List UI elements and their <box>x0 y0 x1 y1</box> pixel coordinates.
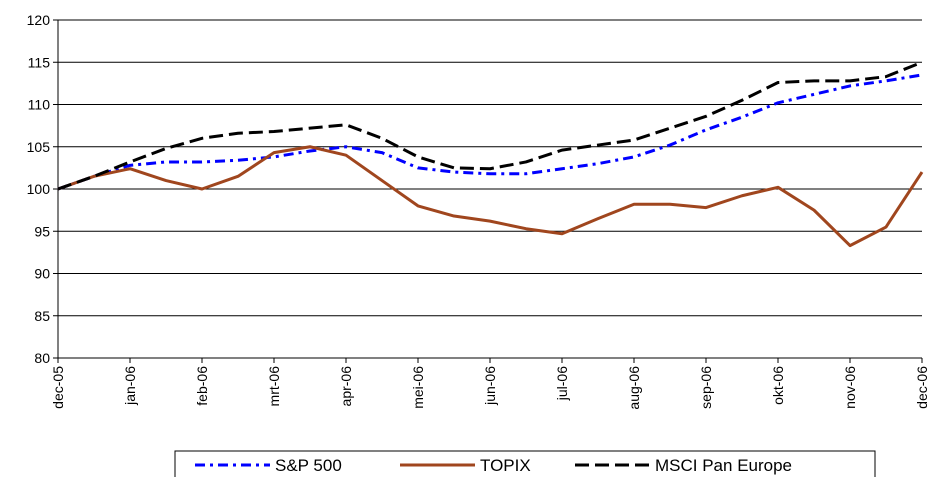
y-tick-label: 95 <box>34 223 50 239</box>
series-line <box>57 73 923 191</box>
y-tick-label: 80 <box>34 350 50 366</box>
x-tick-label: apr-06 <box>338 366 354 407</box>
series-line <box>57 60 923 191</box>
legend-box <box>174 450 876 477</box>
x-tick-label: jun-06 <box>482 366 498 406</box>
series-line <box>57 145 924 248</box>
legend-label: S&P 500 <box>275 456 342 475</box>
y-tick-label: 120 <box>27 12 51 28</box>
y-tick-label: 90 <box>34 266 50 282</box>
x-tick-label: okt-06 <box>770 366 786 405</box>
legend-label: MSCI Pan Europe <box>655 456 792 475</box>
x-tick-label: sep-06 <box>698 366 714 409</box>
x-tick-label: aug-06 <box>626 366 642 410</box>
x-tick-label: jul-06 <box>554 366 570 401</box>
legend-label: TOPIX <box>480 456 531 475</box>
x-tick-label: feb-06 <box>194 366 210 406</box>
x-tick-label: dec-05 <box>50 366 66 409</box>
x-tick-label: nov-06 <box>842 366 858 409</box>
legend: S&P 500 TOPIX MSCI Pan Europe <box>174 450 876 477</box>
y-tick-label: 85 <box>34 308 50 324</box>
x-tick-label: mei-06 <box>410 366 426 409</box>
x-tick-label: mrt-06 <box>266 366 282 407</box>
x-tick-label: jan-06 <box>122 366 138 406</box>
y-tick-label: 100 <box>27 181 51 197</box>
y-tick-label: 110 <box>28 97 51 113</box>
x-tick-label: dec-06 <box>914 366 930 409</box>
y-tick-label: 115 <box>28 54 51 70</box>
y-tick-label: 105 <box>27 139 51 155</box>
